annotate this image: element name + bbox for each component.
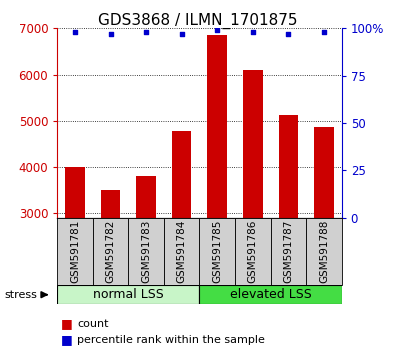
Bar: [136, 176, 156, 352]
Text: GSM591787: GSM591787: [283, 219, 293, 283]
Point: [321, 29, 327, 35]
Text: GSM591784: GSM591784: [177, 219, 187, 283]
Text: ■: ■: [61, 318, 73, 330]
Point: [72, 29, 78, 35]
Bar: [93, 218, 128, 285]
Text: elevated LSS: elevated LSS: [230, 288, 311, 301]
Bar: [128, 218, 164, 285]
Point: [285, 31, 292, 37]
Text: GSM591783: GSM591783: [141, 219, 151, 283]
Text: normal LSS: normal LSS: [93, 288, 164, 301]
Text: GSM591782: GSM591782: [105, 219, 116, 283]
Bar: [172, 131, 192, 352]
Bar: [101, 190, 120, 352]
Bar: [164, 218, 199, 285]
Bar: [199, 285, 342, 304]
Bar: [199, 218, 235, 285]
Bar: [271, 218, 306, 285]
Point: [250, 29, 256, 35]
Bar: [278, 115, 298, 352]
Text: count: count: [77, 319, 109, 329]
Text: GSM591781: GSM591781: [70, 219, 80, 283]
Text: GSM591786: GSM591786: [248, 219, 258, 283]
Bar: [306, 218, 342, 285]
Text: stress: stress: [4, 290, 37, 300]
Bar: [57, 218, 93, 285]
Text: GSM591785: GSM591785: [212, 219, 222, 283]
Bar: [314, 127, 334, 352]
Text: percentile rank within the sample: percentile rank within the sample: [77, 335, 265, 345]
Bar: [235, 218, 271, 285]
Point: [179, 31, 185, 37]
Text: GDS3868 / ILMN_1701875: GDS3868 / ILMN_1701875: [98, 12, 297, 29]
Bar: [57, 285, 199, 304]
Bar: [243, 70, 263, 352]
Text: GSM591788: GSM591788: [319, 219, 329, 283]
Point: [214, 27, 220, 33]
Bar: [207, 35, 227, 352]
Point: [107, 31, 114, 37]
Bar: [65, 167, 85, 352]
Point: [143, 29, 149, 35]
Text: ■: ■: [61, 333, 73, 346]
